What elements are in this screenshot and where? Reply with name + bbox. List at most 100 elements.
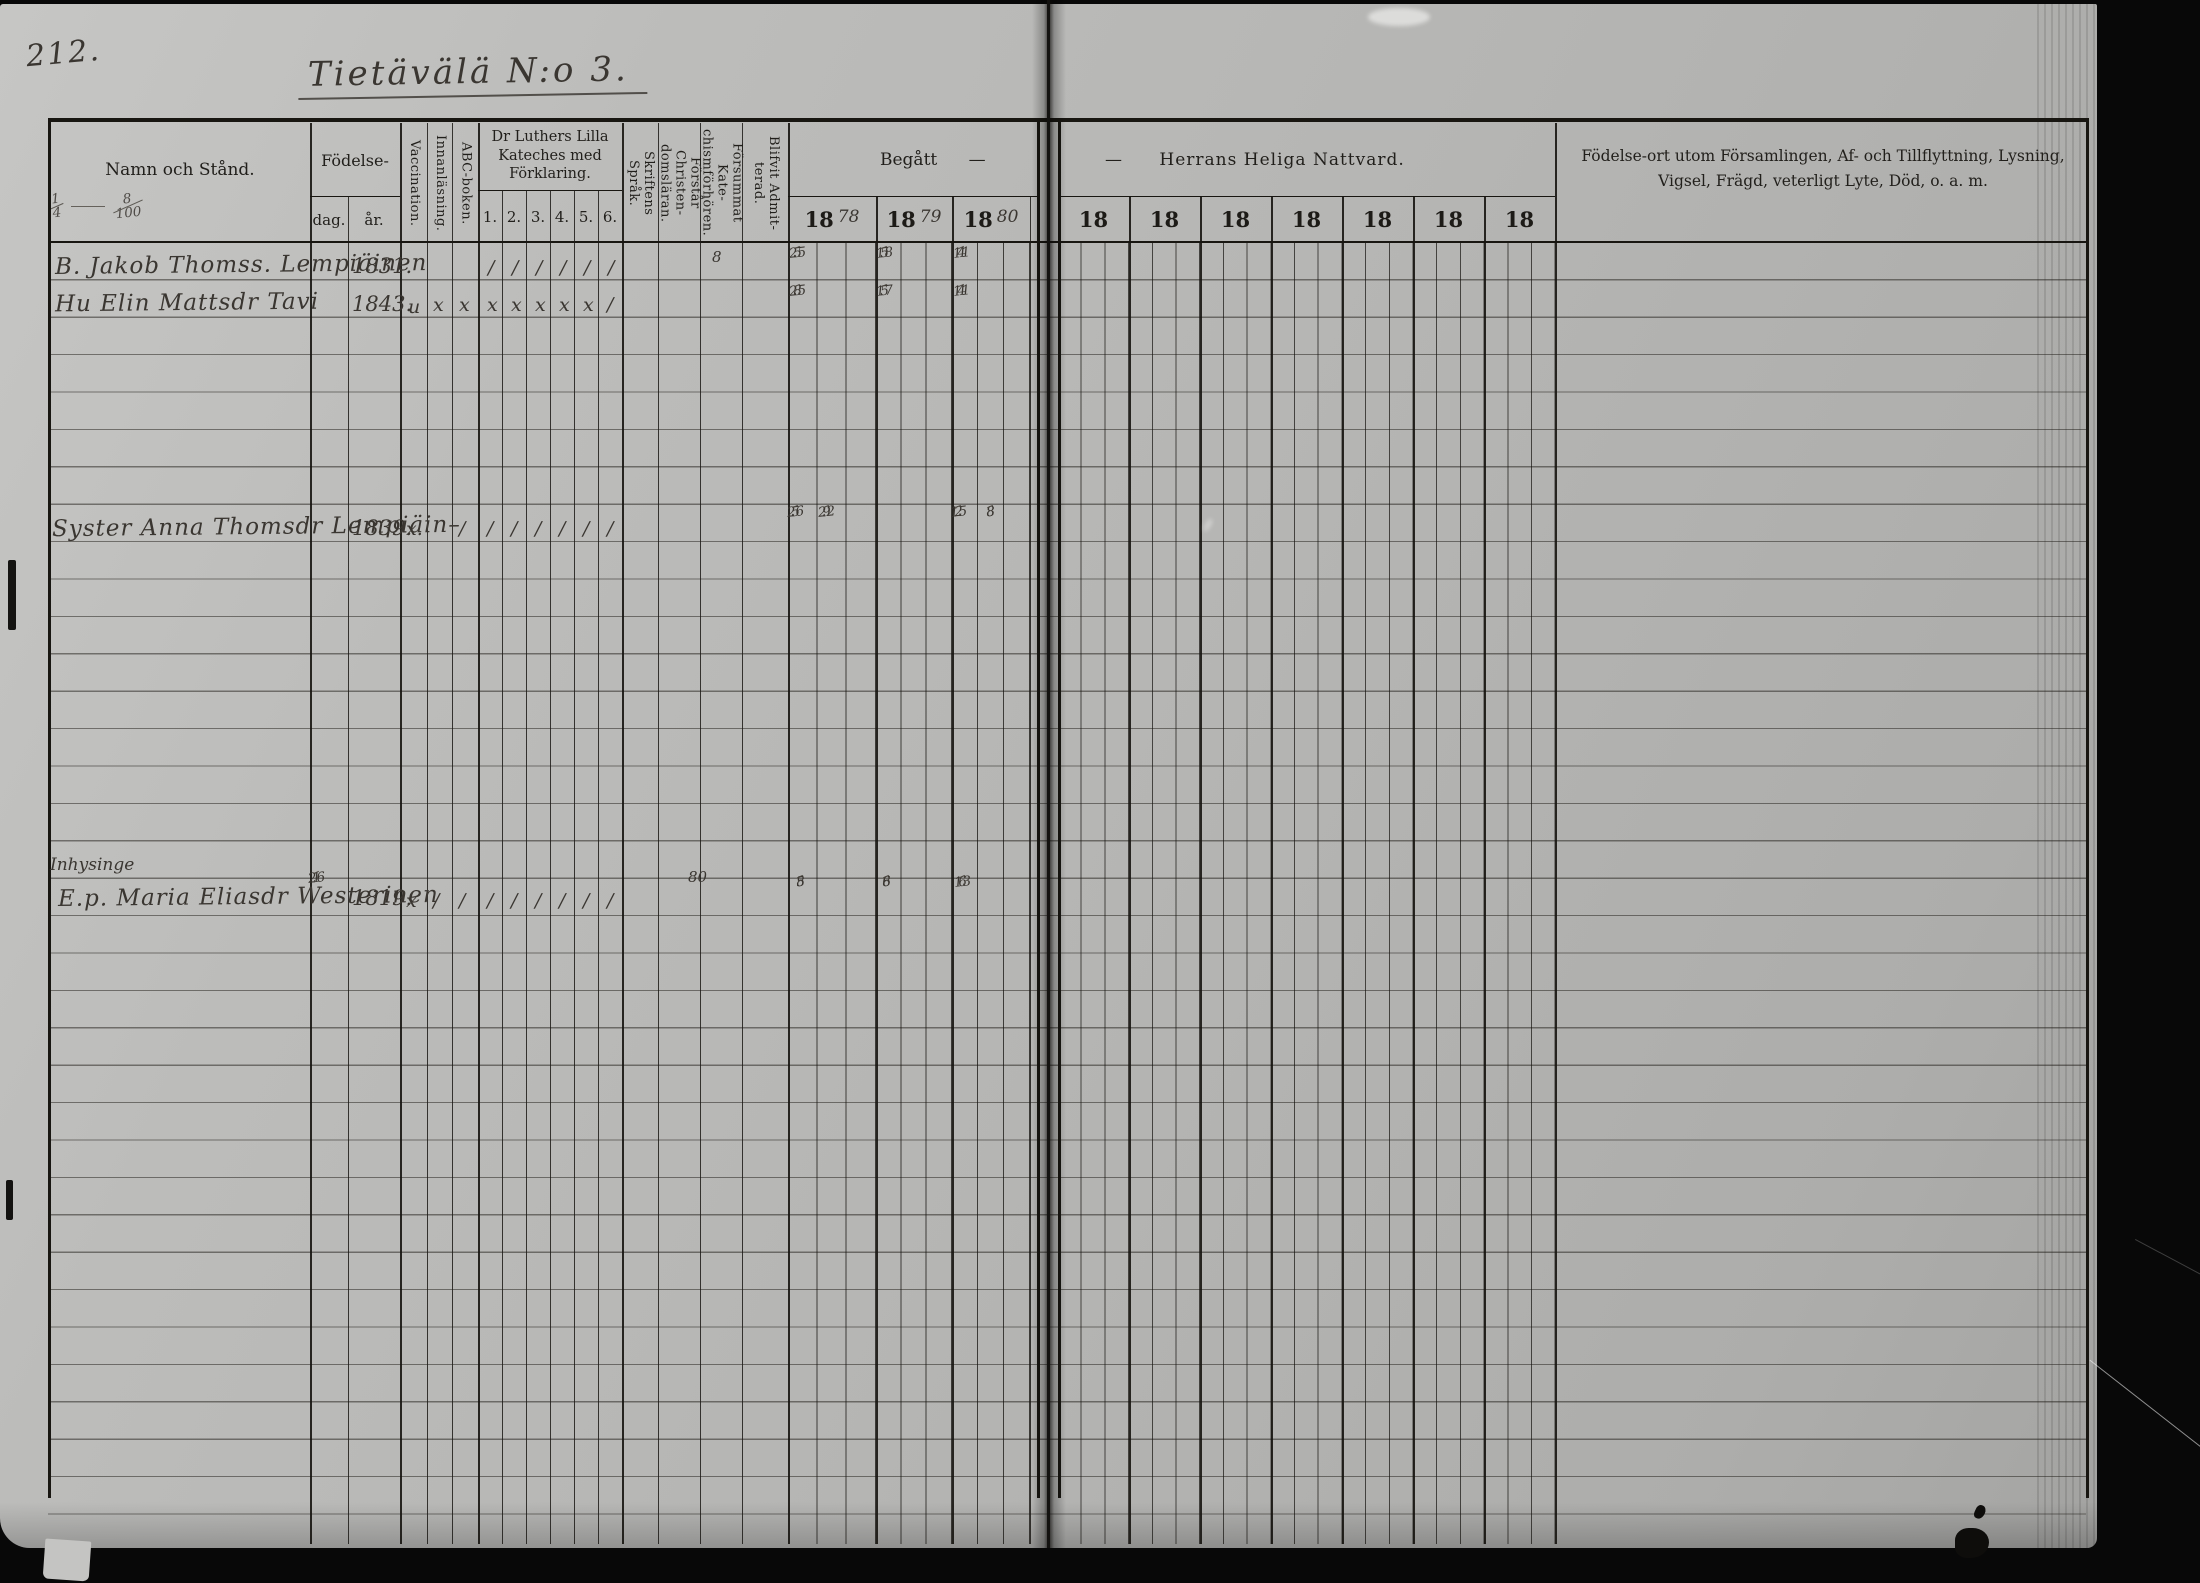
catechism-mark: ∕ — [487, 890, 494, 912]
page-number: 212. — [24, 32, 103, 75]
fraction-bottom: 5 — [879, 244, 890, 262]
year-subcolumn-lines — [876, 243, 952, 1544]
header-bottom-rule — [48, 241, 2086, 243]
begatt-label: Begått — [880, 150, 938, 170]
table-gridline — [1555, 123, 1557, 1544]
margin-note: 1 4 8 100 — [50, 191, 141, 222]
fraction-bottom: 6 — [881, 873, 892, 891]
edge-tear — [6, 1180, 13, 1220]
birth-year-value: 1843. — [352, 292, 413, 316]
year-printed: 18 — [886, 207, 916, 232]
fraction-bottom: 8 — [792, 282, 803, 300]
table-gridline — [502, 190, 503, 1544]
table-gridline — [452, 123, 453, 1544]
col-header-nattvard: — Herrans Heliga Nattvard. — [1105, 150, 1405, 170]
col-header-vaccination: Vaccination. — [406, 139, 422, 227]
fraction-bottom: 5 — [792, 244, 803, 262]
year-header-blank: 18 — [1129, 198, 1200, 241]
catechism-subcol-2: 2. — [506, 208, 522, 226]
table-gridline — [48, 118, 51, 1498]
table-gridline — [700, 123, 701, 1544]
scan-smudge — [1368, 8, 1430, 26]
understands-note: 80 — [688, 868, 708, 886]
catechism-mark: ∕ — [512, 257, 519, 279]
edge-tear — [8, 560, 16, 630]
catechism-subcol-5: 5. — [578, 208, 594, 226]
birth-year-value: 1819. — [352, 886, 413, 910]
table-gridline — [1030, 196, 1031, 1544]
year-header-1880: 18 80 — [952, 198, 1030, 241]
catechism-mark: ∕ — [559, 518, 566, 540]
catechism-mark: ∕ — [535, 518, 542, 540]
catechism-mark: ∕ — [607, 294, 614, 316]
catechism-mark: ∕ — [584, 257, 591, 279]
vaccination-mark: x. — [406, 518, 423, 540]
catechism-mark: ∕ — [583, 890, 590, 912]
col-header-birth-year: år. — [364, 211, 384, 229]
catechism-mark: ∕ — [607, 890, 614, 912]
year-printed: 18 — [1504, 207, 1535, 232]
year-printed: 18 — [804, 207, 834, 232]
fraction-bottom: 4 — [956, 282, 967, 300]
year-printed: 18 — [1078, 207, 1109, 232]
year-header-blank: 18 — [1484, 198, 1555, 241]
year-written: 78 — [837, 206, 860, 227]
year-subcolumn-lines — [788, 243, 876, 1544]
col-header-begatt: Begått — — [880, 150, 986, 170]
catechism-subcol-4: 4. — [554, 208, 570, 226]
catechism-mark: ∕ — [535, 890, 542, 912]
nattvard-label: Herrans Heliga Nattvard. — [1159, 150, 1405, 170]
table-top-rule — [48, 118, 2086, 122]
catechism-mark: ∕ — [560, 257, 567, 279]
remarks-line-2: Vigsel, Frägd, veterligt Lyte, Död, o. a… — [1658, 171, 1988, 190]
table-gridline — [427, 123, 428, 1544]
col-header-catechism: Dr Luthers Lilla Kateches med Förklaring… — [491, 128, 609, 183]
year-printed: 18 — [1149, 207, 1180, 232]
dash-glyph: — — [968, 150, 986, 170]
year-header-1878: 18 78 — [788, 198, 876, 241]
col-header-understands: Förstår Christen- domsläran. — [657, 143, 703, 223]
fraction-bottom: 1 — [311, 869, 322, 887]
reading-mark: ∕ — [433, 890, 440, 912]
year-header-blank: 18 — [1413, 198, 1484, 241]
table-gridline — [310, 196, 400, 197]
person-status-label: Inhysinge — [50, 855, 135, 875]
catechism-mark: x — [583, 294, 594, 316]
fraction-bottom: 9 — [821, 503, 832, 521]
table-gridline — [348, 196, 349, 1544]
year-header-blank: 18 — [1200, 198, 1271, 241]
year-printed: 18 — [1291, 207, 1322, 232]
table-gridline — [400, 123, 402, 1544]
birth-year-value: 1839. — [352, 516, 413, 540]
col-header-abc-book: ABC-boken. — [458, 141, 474, 225]
table-gridline — [622, 123, 624, 1544]
abc-mark: x — [459, 294, 470, 316]
col-header-birth: Födelse- — [321, 150, 389, 170]
col-header-admitted: Blifvit Admit- terad. — [751, 135, 781, 231]
year-subcolumn-lines — [1058, 243, 1555, 1544]
scratch-line — [2089, 1359, 2200, 1546]
col-header-name: Namn och Stånd. — [105, 160, 255, 180]
fraction-bottom: 6 — [957, 873, 968, 891]
year-header-1879: 18 79 — [876, 198, 952, 241]
margin-dash — [70, 206, 105, 207]
year-header-blank: 18 — [1342, 198, 1413, 241]
vaccination-mark: x — [406, 890, 417, 912]
year-printed: 18 — [963, 207, 993, 232]
catechism-mark: x — [535, 294, 546, 316]
person-name: Hu Elin Mattsdr Tavi — [54, 288, 320, 318]
year-subcolumn-lines — [952, 243, 1030, 1544]
reading-mark: x — [433, 294, 444, 316]
table-gridline — [526, 190, 527, 1544]
missed-note: 8 — [712, 248, 722, 266]
birth-year-value: 1831. — [352, 254, 413, 278]
catechism-mark: ∕ — [583, 518, 590, 540]
year-printed: 18 — [1220, 207, 1251, 232]
catechism-subcol-1: 1. — [482, 208, 498, 226]
fraction-bottom: 8 — [795, 873, 806, 891]
catechism-mark: ∕ — [487, 518, 494, 540]
scratch-line — [2134, 1239, 2200, 1362]
fraction-bottom: 5 — [790, 503, 801, 521]
catechism-mark: ∕ — [511, 890, 518, 912]
